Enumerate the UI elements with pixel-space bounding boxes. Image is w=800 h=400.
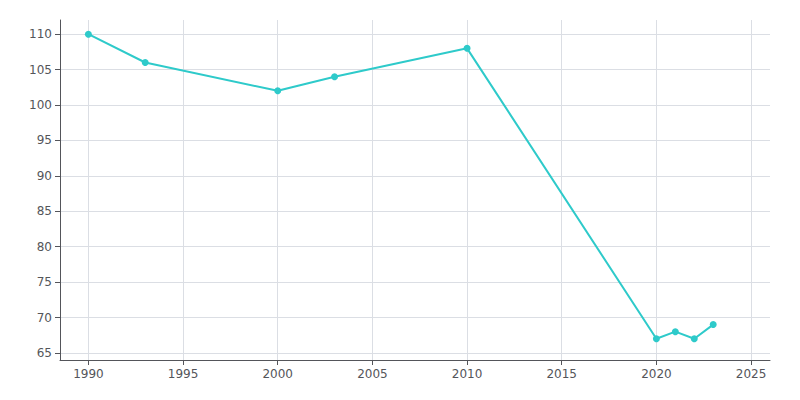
svg-text:2015: 2015 bbox=[546, 367, 577, 381]
svg-text:2010: 2010 bbox=[452, 367, 483, 381]
svg-text:75: 75 bbox=[37, 275, 52, 289]
svg-text:2005: 2005 bbox=[357, 367, 388, 381]
svg-text:70: 70 bbox=[37, 311, 52, 325]
svg-text:1995: 1995 bbox=[168, 367, 199, 381]
svg-text:2020: 2020 bbox=[641, 367, 672, 381]
svg-text:100: 100 bbox=[29, 98, 52, 112]
svg-text:65: 65 bbox=[37, 346, 52, 360]
svg-text:80: 80 bbox=[37, 240, 52, 254]
svg-text:95: 95 bbox=[37, 133, 52, 147]
svg-text:2025: 2025 bbox=[736, 367, 767, 381]
svg-text:2000: 2000 bbox=[262, 367, 293, 381]
svg-text:1990: 1990 bbox=[73, 367, 104, 381]
svg-text:90: 90 bbox=[37, 169, 52, 183]
svg-text:85: 85 bbox=[37, 204, 52, 218]
svg-text:105: 105 bbox=[29, 63, 52, 77]
svg-text:110: 110 bbox=[29, 27, 52, 41]
